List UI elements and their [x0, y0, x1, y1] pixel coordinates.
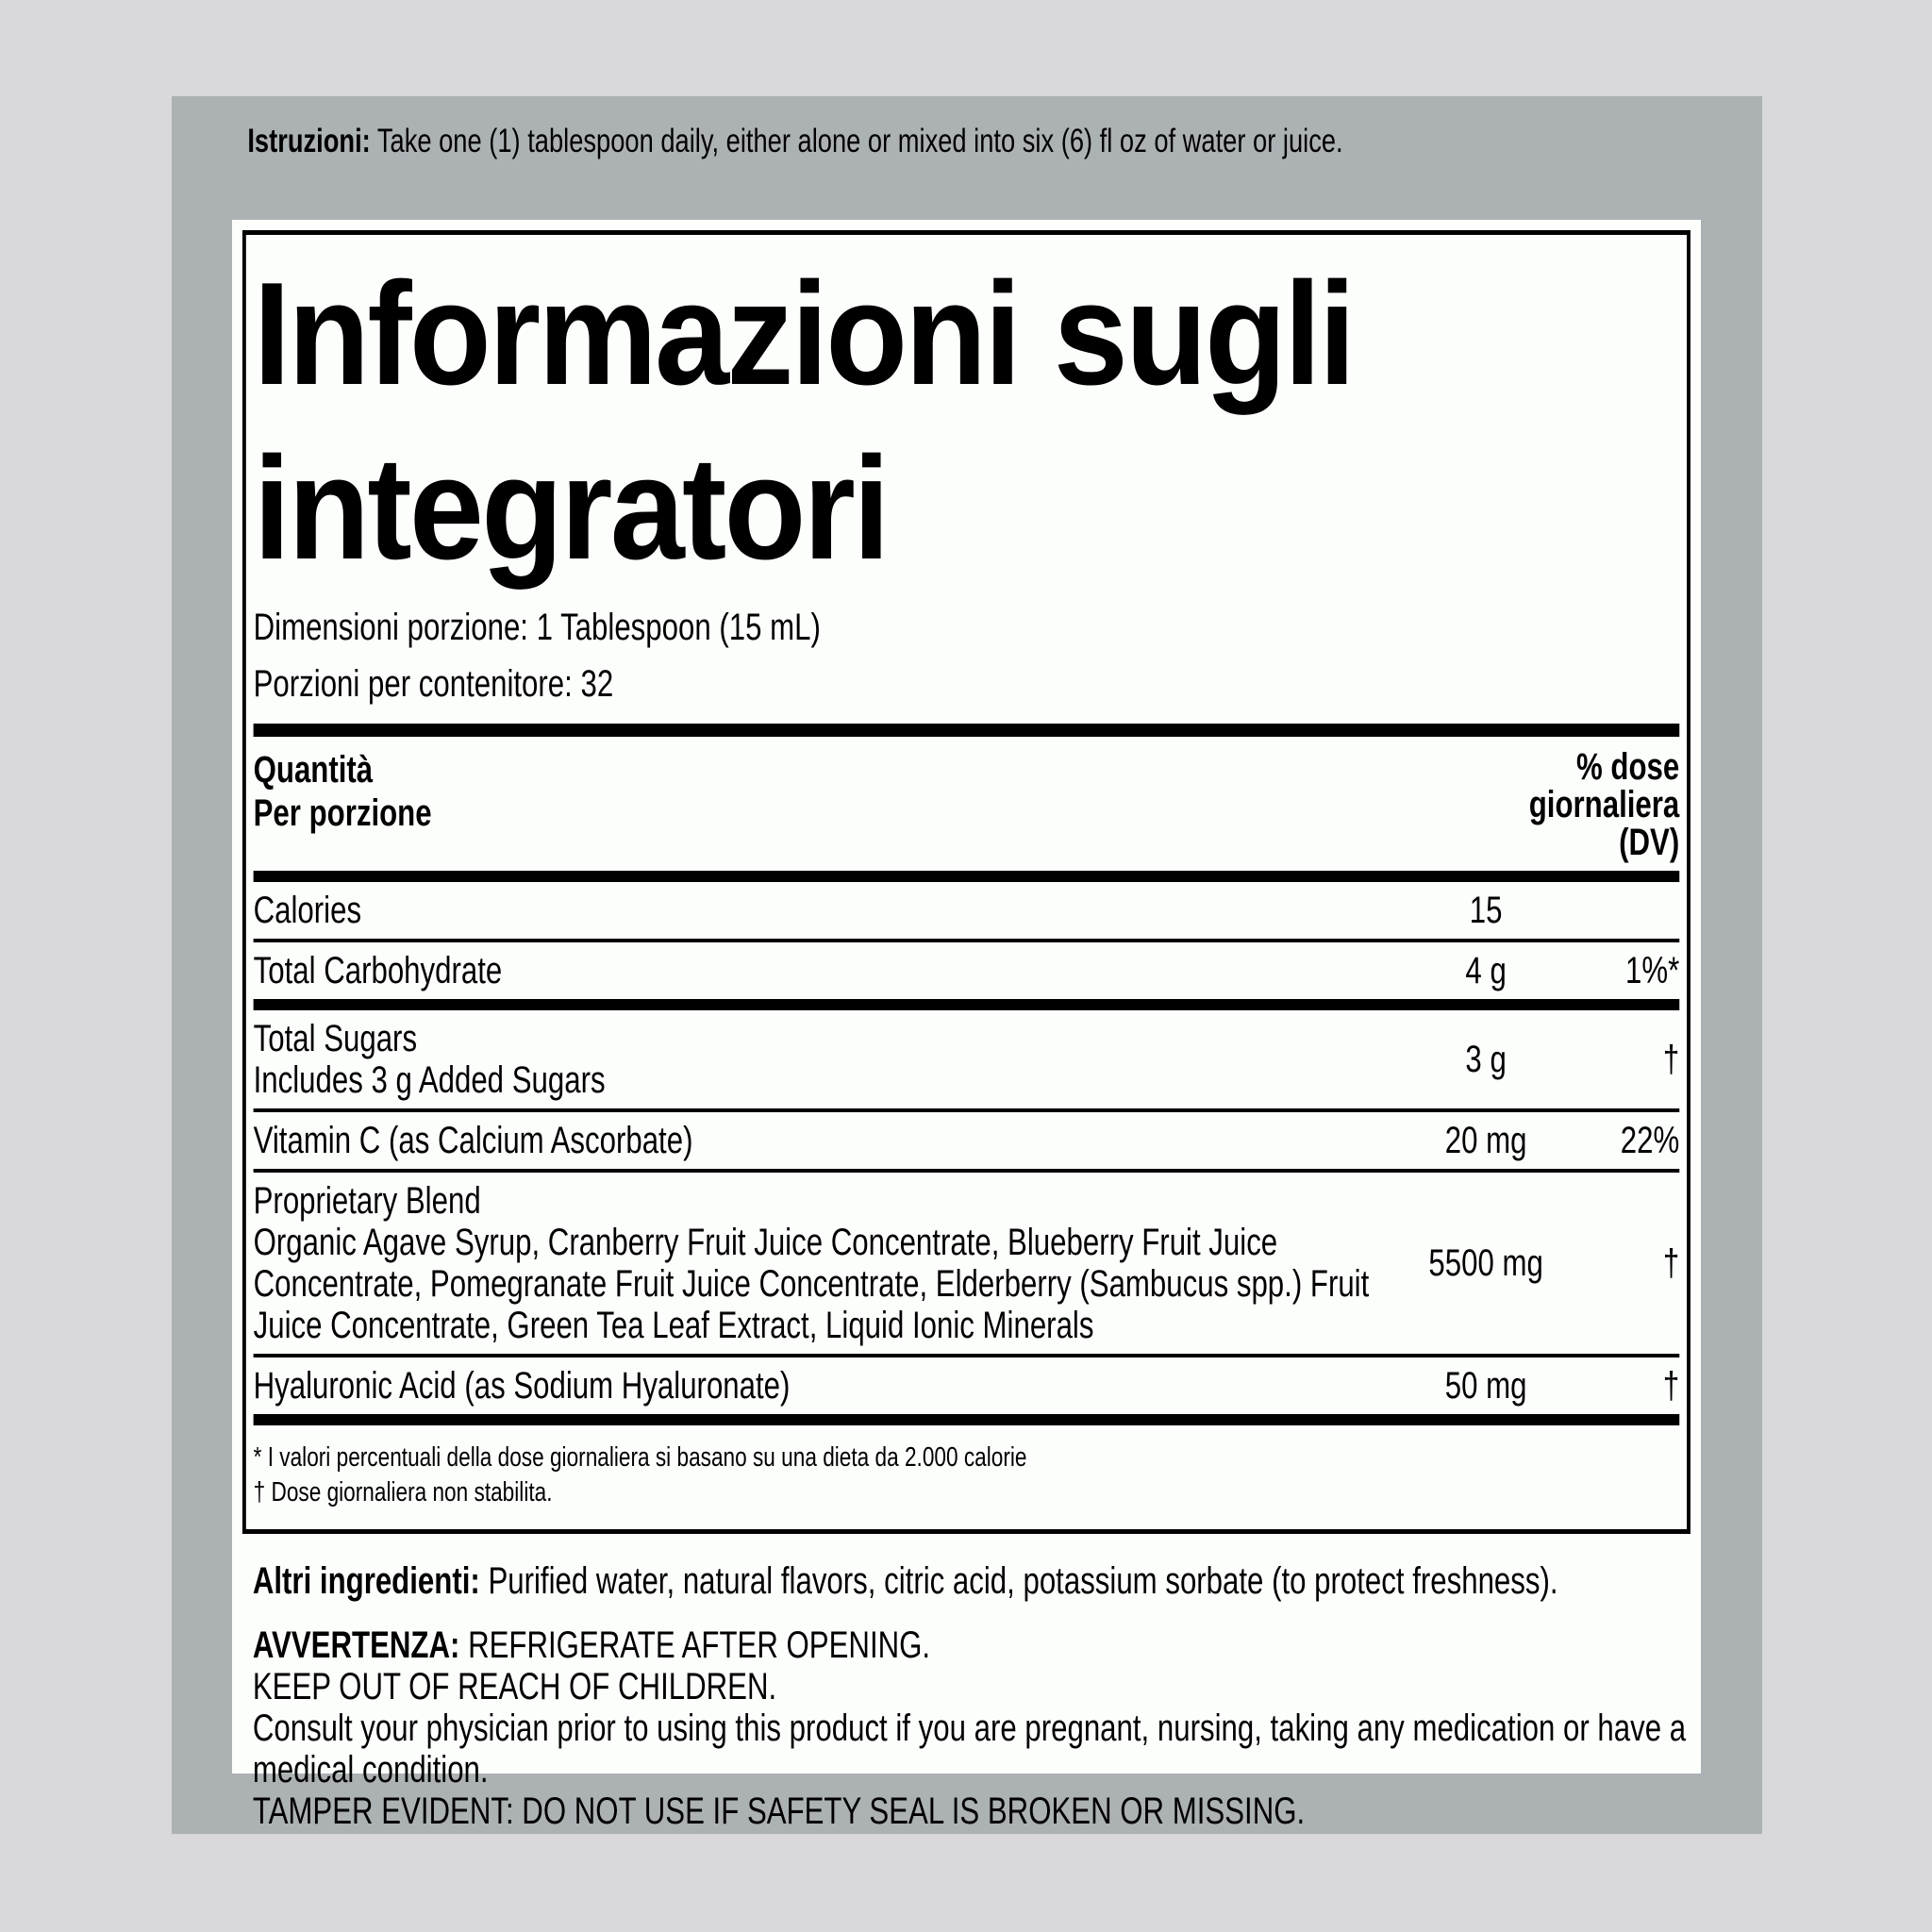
warning-line: TAMPER EVIDENT: DO NOT USE IF SAFETY SEA… [252, 1790, 1306, 1832]
table-row: Calories 15 [253, 882, 1680, 942]
amount-value: 20 mg [1444, 1120, 1527, 1161]
facts-title-line1: Informazioni sugli [253, 252, 1357, 415]
facts-title-line2: integratori [253, 426, 891, 590]
nutrient-name-line: Total Sugars [253, 1018, 418, 1059]
header-amount-line2: Per porzione [253, 792, 432, 834]
header-dv-line2: giornaliera [1528, 784, 1680, 825]
header-dv-line1: % dose [1576, 746, 1680, 788]
nutrient-name-line: Calories [253, 890, 362, 931]
footnote-dagger: † Dose giornaliera non stabilita. [253, 1477, 553, 1507]
daily-value: † [1662, 1242, 1680, 1284]
divider-bar-header [253, 871, 1680, 882]
table-header-dv: % dose giornaliera (DV) [1529, 748, 1680, 861]
daily-value: 1%* [1625, 950, 1680, 991]
supplement-label: Informazioni sugli integratori Dimensioni… [232, 220, 1701, 1832]
panel-content: Istruzioni: Take one (1) tablespoon dail… [172, 96, 1762, 162]
table-row: Total Sugars Includes 3 g Added Sugars 3 g… [253, 1010, 1680, 1112]
supplement-facts-box: Informazioni sugli integratori Dimensioni… [242, 230, 1690, 1534]
header-amount-line1: Quantità [253, 749, 374, 791]
daily-value: † [1662, 1039, 1680, 1080]
nutrient-name: Calories [254, 890, 1396, 931]
nutrient-name: Vitamin C (as Calcium Ascorbate) [254, 1120, 1396, 1161]
amount-value: 4 g [1465, 950, 1507, 991]
facts-title: Informazioni sugli integratori [254, 246, 1680, 595]
amount-value: 5500 mg [1428, 1242, 1543, 1284]
table-row: Proprietary Blend Organic Agave Syrup, Cr… [253, 1173, 1680, 1357]
serving-size: Dimensioni porzione: 1 Tablespoon (15 mL… [253, 607, 821, 648]
table-row: Total Carbohydrate 4 g 1%* [253, 942, 1680, 1010]
table-header-amount: Quantità Per porzione [254, 748, 432, 861]
header-dv-line3: (DV) [1619, 822, 1680, 863]
nutrient-name-line: Organic Agave Syrup, Cranberry Fruit Jui… [253, 1222, 1370, 1346]
nutrient-name-line: Hyaluronic Acid (as Sodium Hyaluronate) [253, 1365, 791, 1407]
amount-value: 3 g [1465, 1039, 1507, 1080]
warning-line: AVVERTENZA: REFRIGERATE AFTER OPENING. [252, 1624, 931, 1666]
other-ingredients: Altri ingredienti: Purified water, natur… [253, 1558, 1690, 1604]
usage-instructions: Istruzioni: Take one (1) tablespoon dail… [172, 96, 1762, 162]
nutrient-name: Total Sugars Includes 3 g Added Sugars [254, 1018, 1396, 1101]
daily-value: 22% [1620, 1120, 1680, 1161]
table-row: Vitamin C (as Calcium Ascorbate) 20 mg 22% [253, 1112, 1680, 1173]
nutrient-name-line: Includes 3 g Added Sugars [253, 1059, 606, 1101]
nutrient-table: Calories 15 Total Carbohydrate 4 g 1%* Total … [253, 882, 1680, 1425]
warnings: AVVERTENZA: REFRIGERATE AFTER OPENING. KE… [253, 1624, 1690, 1832]
below-facts: Altri ingredienti: Purified water, natur… [232, 1558, 1701, 1832]
warning-lead: AVVERTENZA: [252, 1624, 460, 1666]
label-panel: Istruzioni: Take one (1) tablespoon dail… [172, 96, 1762, 1834]
warning-line: KEEP OUT OF REACH OF CHILDREN. [252, 1666, 777, 1707]
amount-value: 15 [1469, 890, 1503, 931]
servings-per-container: Porzioni per contenitore: 32 [253, 663, 614, 705]
nutrient-name-line: Proprietary Blend [253, 1180, 481, 1222]
other-ingredients-lead: Altri ingredienti: [252, 1560, 480, 1602]
daily-value: † [1662, 1365, 1680, 1407]
nutrient-name-line: Vitamin C (as Calcium Ascorbate) [253, 1120, 693, 1161]
nutrient-name: Total Carbohydrate [254, 950, 1396, 991]
table-row: Hyaluronic Acid (as Sodium Hyaluronate) 5… [253, 1357, 1680, 1425]
table-header: Quantità Per porzione % dose giornaliera… [254, 748, 1680, 861]
other-ingredients-text: Purified water, natural flavors, citric … [488, 1560, 1558, 1602]
nutrient-name: Proprietary Blend Organic Agave Syrup, Cr… [254, 1180, 1396, 1346]
usage-instructions-lead: Istruzioni: [247, 123, 371, 159]
footnote-daily-value: * I valori percentuali della dose giorna… [253, 1442, 1027, 1473]
nutrient-name-line: Total Carbohydrate [253, 950, 503, 991]
warning-line: Consult your physician prior to using th… [252, 1707, 1687, 1790]
label-content: Informazioni sugli integratori Dimensioni… [232, 230, 1701, 1832]
divider-bar-top [253, 724, 1680, 737]
footnotes: * I valori percentuali della dose giorna… [254, 1425, 1680, 1520]
amount-value: 50 mg [1444, 1365, 1527, 1407]
nutrient-name: Hyaluronic Acid (as Sodium Hyaluronate) [254, 1365, 1396, 1407]
usage-instructions-text: Take one (1) tablespoon daily, either al… [376, 123, 1343, 159]
